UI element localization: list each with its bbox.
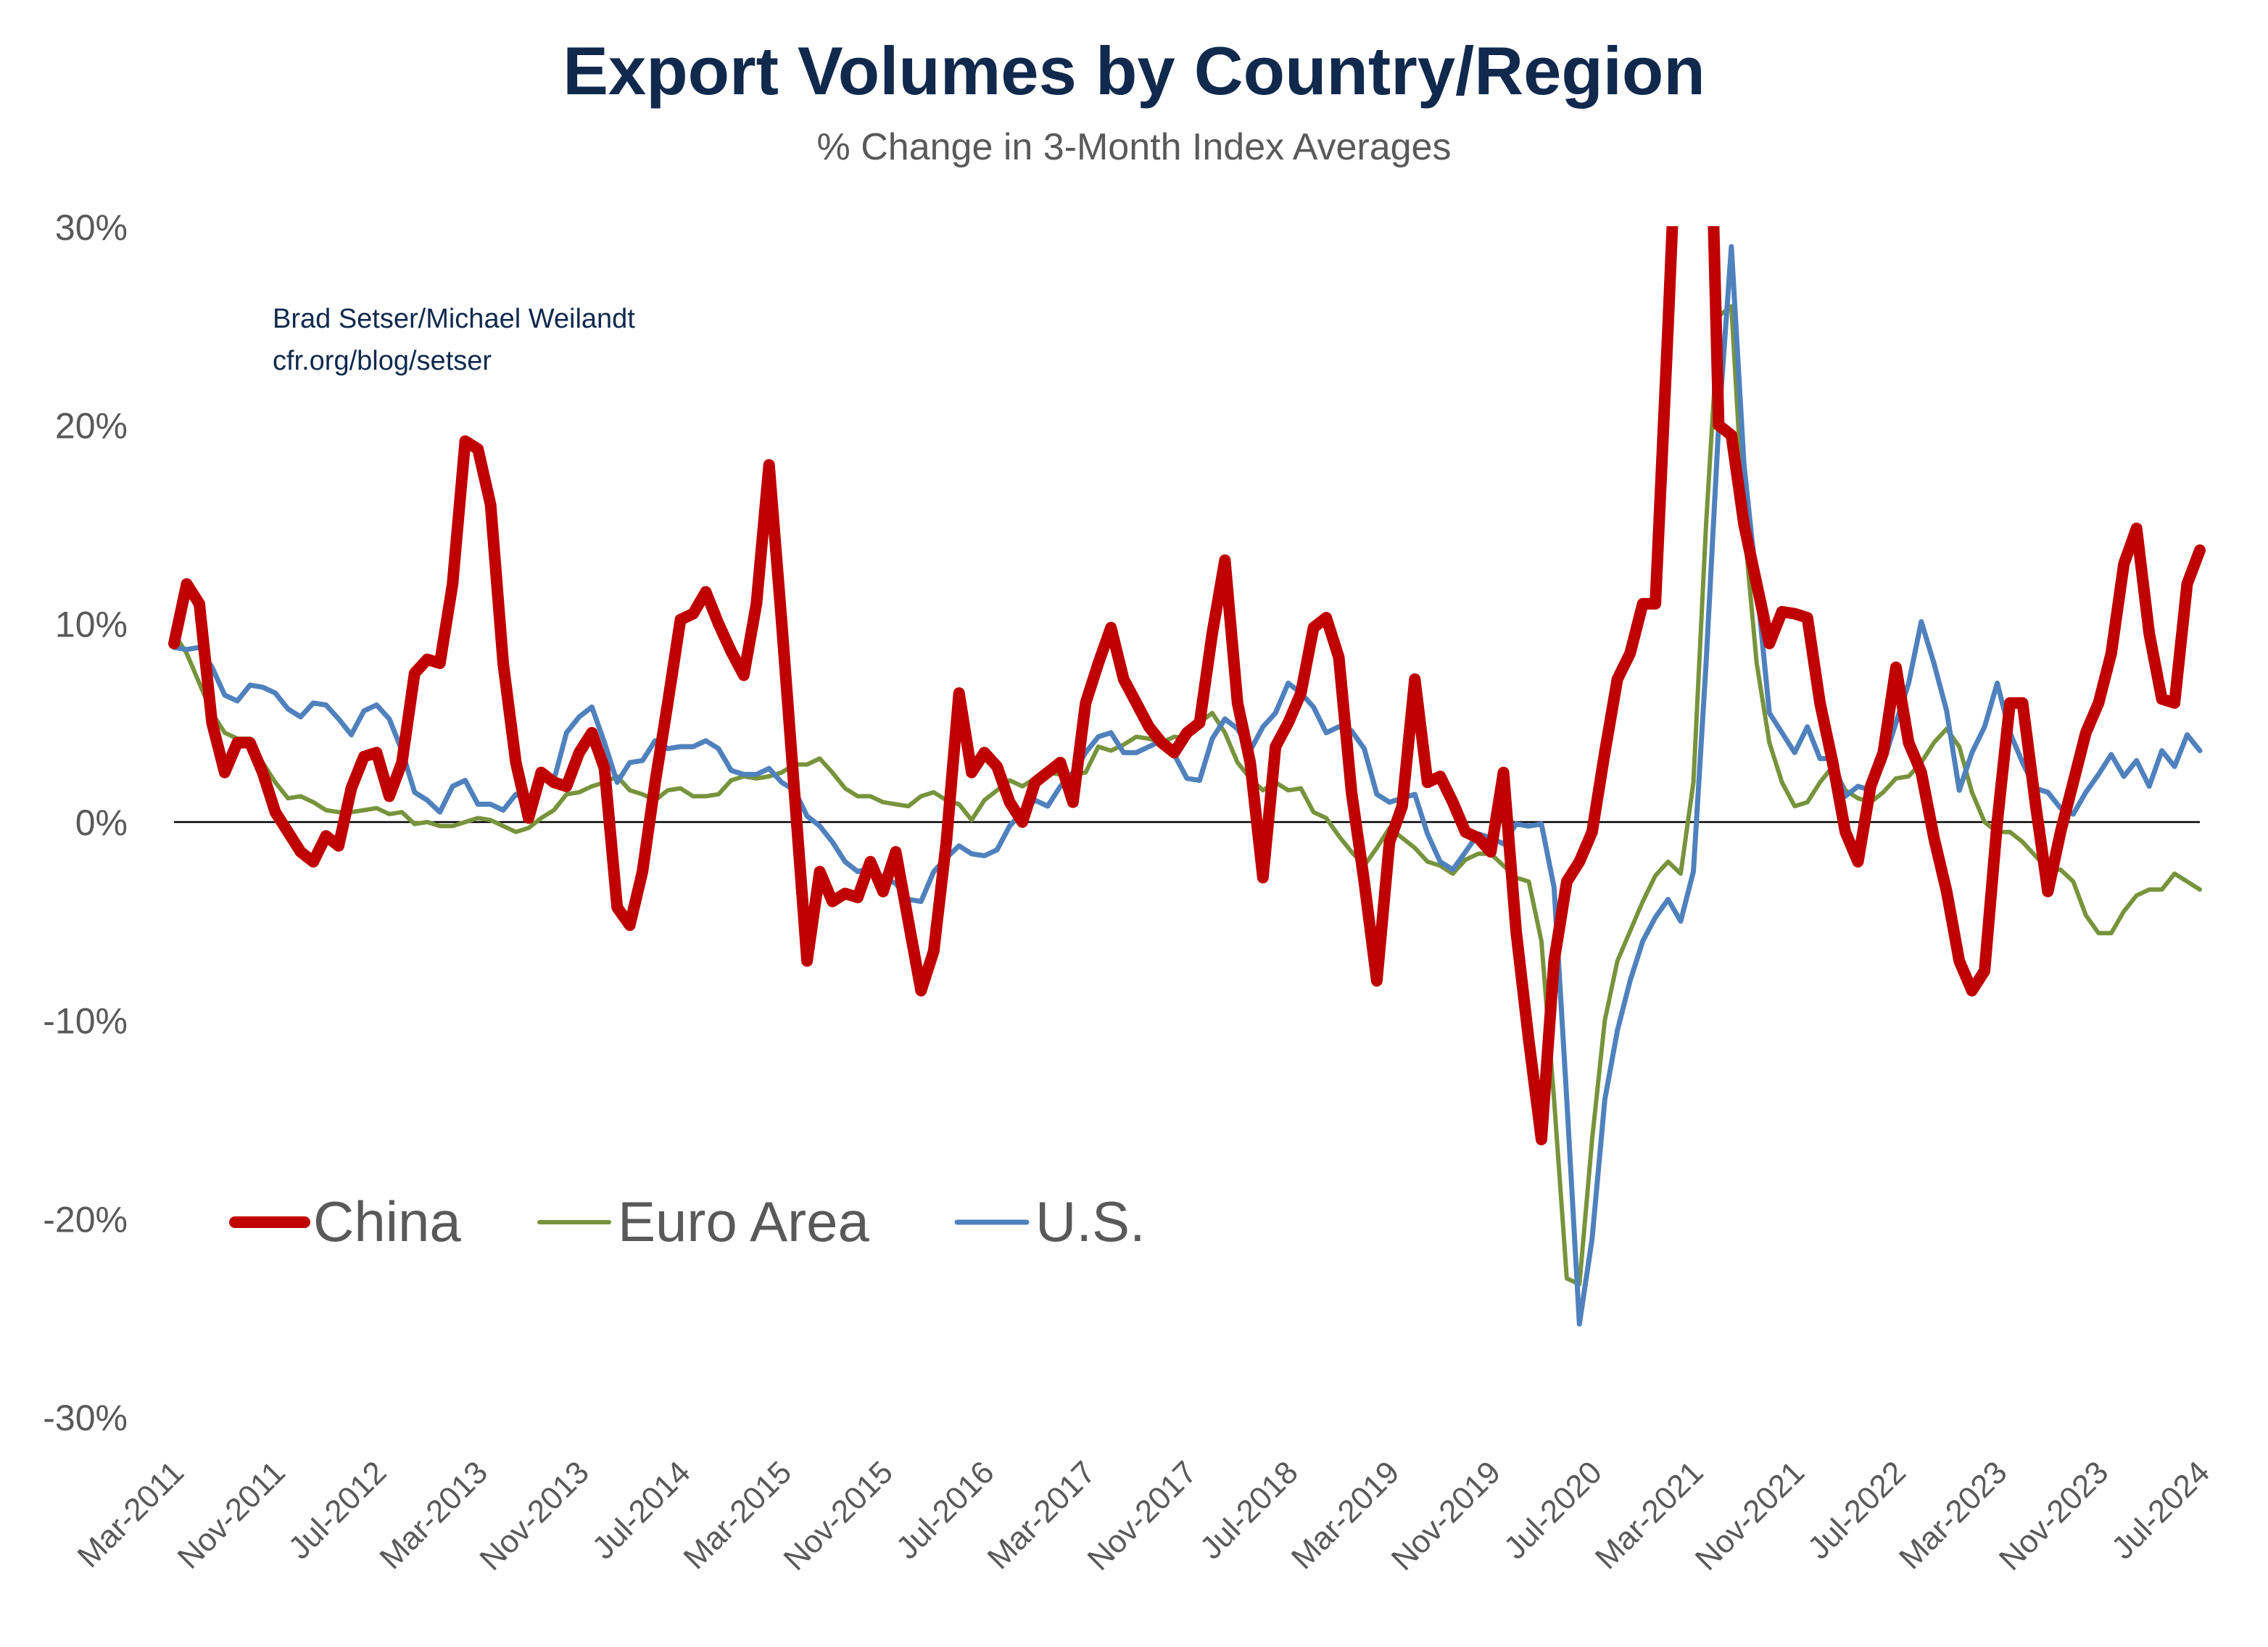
x-tick-label: Mar-2015 — [676, 1454, 798, 1576]
y-tick-label: 30% — [55, 207, 128, 248]
chart-subtitle: % Change in 3-Month Index Averages — [817, 126, 1452, 168]
x-tick-label: Mar-2011 — [71, 1454, 191, 1574]
x-tick-label: Nov-2023 — [1992, 1454, 2116, 1577]
x-tick-label: Nov-2017 — [1081, 1454, 1204, 1577]
series-line-china — [168, 226, 2206, 1145]
y-tick-label: 0% — [75, 802, 128, 843]
y-tick-label: 20% — [55, 406, 128, 447]
credit-url: cfr.org/blog/setser — [273, 346, 492, 376]
series-lines — [168, 226, 2206, 1327]
x-tick-label: Nov-2013 — [473, 1454, 596, 1577]
x-tick-label: Mar-2023 — [1892, 1454, 2014, 1576]
series-line-u-s — [171, 244, 2203, 1327]
legend-label-u-s: U.S. — [1035, 1190, 1146, 1253]
y-tick-label: 10% — [55, 604, 128, 644]
x-tick-label: Nov-2011 — [171, 1454, 292, 1575]
x-tick-label: Mar-2021 — [1589, 1454, 1710, 1576]
x-tick-label: Mar-2019 — [1285, 1454, 1407, 1576]
x-axis: Mar-2011Nov-2011Jul-2012Mar-2013Nov-2013… — [71, 1454, 2217, 1577]
legend-label-china: China — [313, 1190, 461, 1253]
y-tick-label: -10% — [43, 1001, 128, 1042]
x-tick-label: Nov-2021 — [1689, 1454, 1812, 1577]
x-tick-label: Nov-2015 — [777, 1454, 900, 1577]
credit-authors: Brad Setser/Michael Weilandt — [273, 304, 635, 334]
y-axis: 30% 20% 10% 0% -10% -20% -30% — [43, 207, 128, 1438]
y-tick-label: -30% — [43, 1398, 128, 1438]
y-tick-label: -20% — [43, 1199, 128, 1240]
x-tick-label: Nov-2019 — [1385, 1454, 1508, 1577]
x-tick-label: Mar-2017 — [981, 1454, 1103, 1576]
legend-label-euro-area: Euro Area — [618, 1190, 870, 1253]
legend: China Euro Area U.S. — [229, 1190, 1146, 1253]
x-tick-label: Jul-2024 — [2105, 1454, 2217, 1566]
chart-title: Export Volumes by Country/Region — [563, 33, 1705, 109]
x-tick-label: Mar-2013 — [373, 1454, 494, 1576]
